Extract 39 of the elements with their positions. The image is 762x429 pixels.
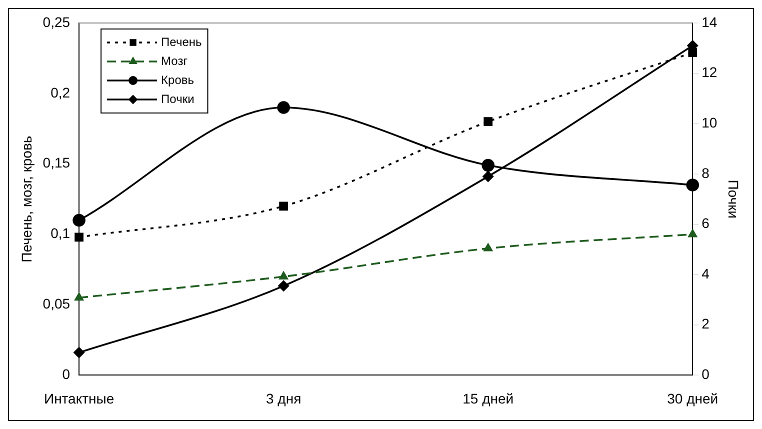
x-tick-label: Интактные [44,390,114,406]
point [484,244,492,252]
y-axis-title: Печень, мозг, кровь [18,136,34,262]
point [278,280,289,292]
point [482,171,494,182]
point [74,292,84,301]
x-tick-label: 30 дней [667,390,718,406]
legend-label: Мозг [161,54,188,68]
y2-tick-label: 8 [702,164,710,181]
y2-tick-label: 2 [702,316,710,332]
y2-tick-label: 14 [702,14,718,30]
point [74,232,84,242]
y2-tick-label: 0 [702,366,710,382]
y2-tick-label: 4 [702,265,710,282]
point [688,229,697,238]
point [686,178,700,192]
x-tick-label: 3 дня [266,390,302,406]
point [484,117,493,126]
point [688,48,698,58]
y2-axis-title: Почки [726,180,742,218]
legend-label: Печень [161,34,202,49]
legend-label: Кровь [161,72,194,87]
y2-tick-label: 6 [702,215,710,232]
point [72,214,86,227]
y-tick-label: 0,2 [50,84,70,100]
point [74,347,84,358]
y-tick-label: 0 [62,366,70,382]
y-tick-label: 0,1 [50,225,70,242]
y-tick-label: 0,25 [42,14,70,30]
y-tick-label: 0,15 [42,154,70,171]
x-tick-label: 15 дней [462,390,514,406]
point [279,202,288,211]
y2-tick-label: 12 [702,64,718,80]
point [277,101,290,114]
y2-tick-label: 10 [702,114,718,130]
point [482,158,494,172]
legend-label: Почки [161,92,194,106]
point [279,272,288,280]
y-tick-label: 0,05 [42,296,70,312]
